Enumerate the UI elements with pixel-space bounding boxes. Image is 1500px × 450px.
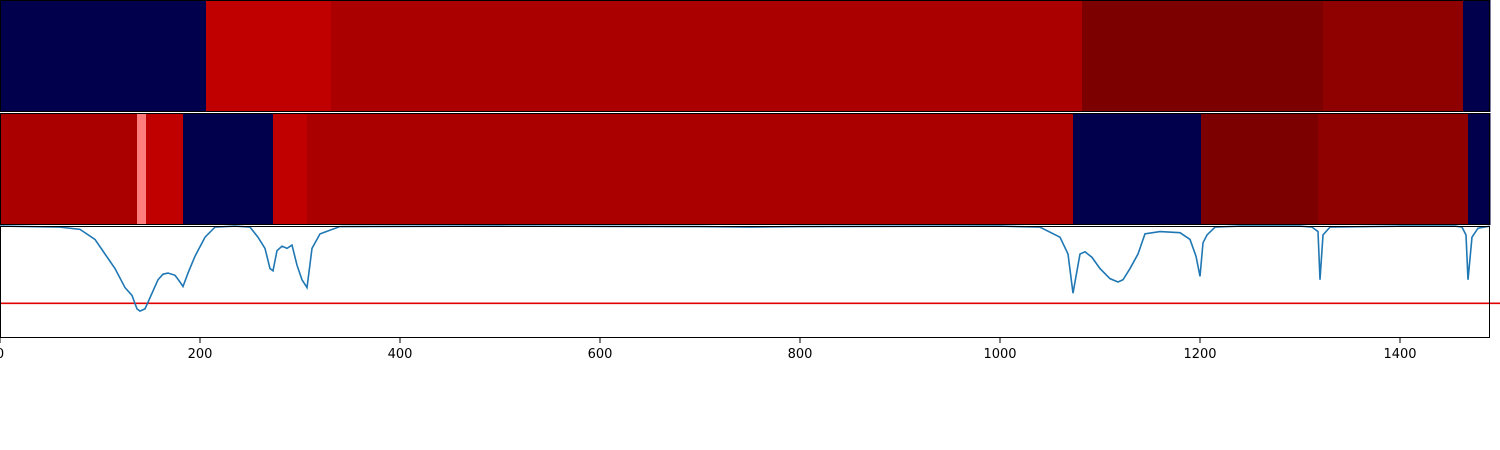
x-tick-label: 800 [788, 347, 813, 362]
heatmap-segment [0, 113, 138, 225]
heatmap-top-frame [0, 0, 1490, 112]
x-tick-label: 600 [588, 347, 613, 362]
heatmap-segment [1468, 113, 1491, 225]
x-tick-label: 1400 [1383, 347, 1416, 362]
line-plot-panel [0, 225, 1500, 313]
heatmap-segment [1082, 0, 1324, 112]
heatmap-segment [1323, 0, 1464, 112]
line-plot-frame [0, 226, 1490, 338]
heatmap-middle-frame [0, 113, 1490, 225]
heatmap-segment [273, 113, 308, 225]
heatmap-segment [1463, 0, 1491, 112]
heatmap-segment [307, 113, 1074, 225]
heatmap-middle-panel [0, 113, 1491, 225]
x-tick-label: 200 [188, 347, 213, 362]
x-axis: 0 200 400 600 800 1000 1200 1400 [0, 338, 1417, 362]
series-line [0, 225, 1491, 313]
heatmap-segment [206, 0, 332, 112]
heatmap-segment [331, 0, 1083, 112]
heatmap-segment [183, 113, 274, 225]
x-tick-label: 1200 [1183, 347, 1216, 362]
x-tick-label: 400 [388, 347, 413, 362]
heatmap-segment [137, 113, 147, 225]
x-tick-label: 1000 [983, 347, 1016, 362]
heatmap-segment [1201, 113, 1319, 225]
x-tick-label: 0 [0, 347, 4, 362]
heatmap-segment [146, 113, 184, 225]
heatmap-top-panel [0, 0, 1491, 112]
heatmap-segment [0, 0, 207, 112]
heatmap-segment [1318, 113, 1469, 225]
heatmap-segment [1073, 113, 1202, 225]
